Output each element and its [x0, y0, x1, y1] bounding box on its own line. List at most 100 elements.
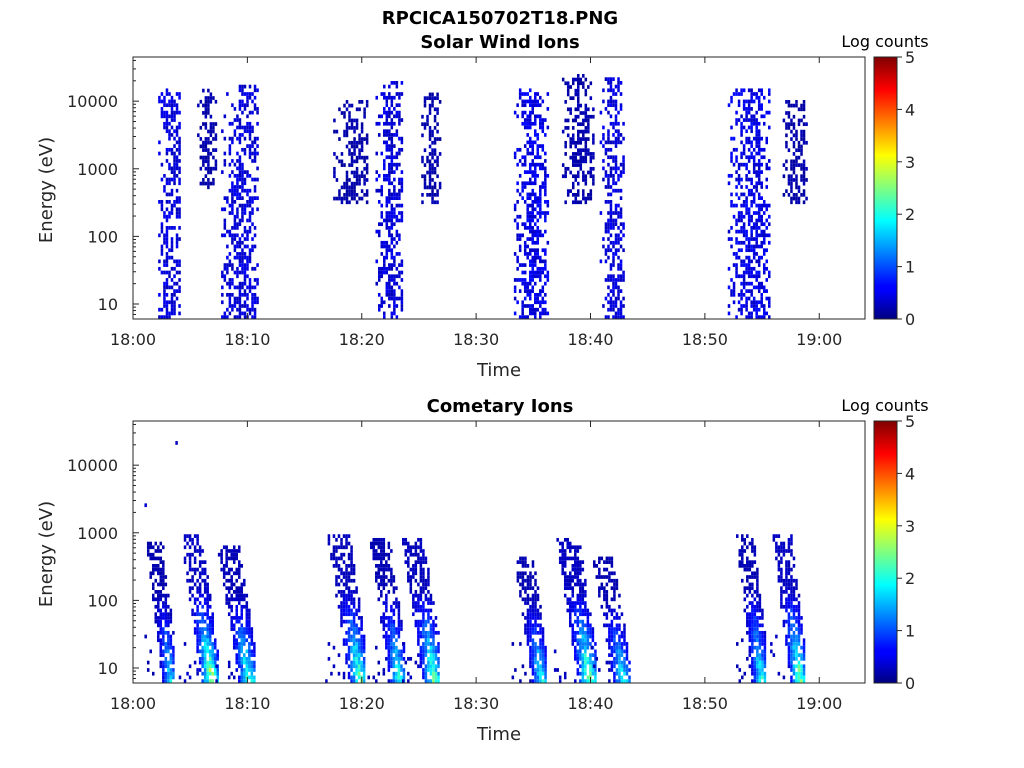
- heatmap-cell: [424, 649, 428, 654]
- heatmap-cell: [398, 218, 401, 223]
- heatmap-cell: [594, 653, 597, 657]
- heatmap-cell: [742, 259, 746, 264]
- heatmap-cell: [203, 645, 207, 650]
- heatmap-cell: [193, 560, 197, 564]
- heatmap-cell: [800, 178, 803, 182]
- heatmap-cell: [780, 590, 783, 594]
- heatmap-cell: [421, 200, 424, 205]
- heatmap-cell: [602, 166, 605, 171]
- heatmap-cell: [238, 125, 242, 130]
- heatmap-cell: [248, 653, 251, 657]
- heatmap-cell: [214, 166, 218, 171]
- heatmap-cell: [419, 564, 423, 568]
- heatmap-cell: [569, 140, 572, 145]
- heatmap-cell: [248, 642, 251, 646]
- heatmap-cell: [168, 166, 171, 171]
- heatmap-cell: [427, 649, 430, 654]
- heatmap-cell: [574, 163, 578, 167]
- heatmap-cell: [419, 619, 423, 624]
- heatmap-cell: [748, 627, 752, 631]
- heatmap-cell: [397, 634, 401, 639]
- heatmap-cell: [193, 660, 197, 665]
- heatmap-cell: [178, 140, 181, 145]
- heatmap-cell: [231, 170, 234, 174]
- heatmap-cell: [178, 289, 181, 293]
- heatmap-cell: [407, 564, 410, 568]
- heatmap-cell: [740, 304, 743, 308]
- heatmap-cell: [760, 136, 763, 141]
- heatmap-cell: [232, 590, 236, 594]
- heatmap-cell: [352, 612, 356, 617]
- heatmap-cell: [193, 549, 197, 553]
- heatmap-cell: [424, 560, 428, 564]
- heatmap-cell: [586, 638, 590, 643]
- heatmap-cell: [377, 274, 381, 279]
- heatmap-cell: [160, 315, 164, 319]
- heatmap-cell: [350, 590, 353, 594]
- heatmap-cell: [245, 675, 249, 680]
- heatmap-cell: [757, 315, 761, 319]
- heatmap-cell: [390, 151, 394, 156]
- heatmap-cell: [353, 159, 356, 164]
- heatmap-cell: [423, 185, 427, 190]
- heatmap-cell: [531, 653, 535, 657]
- heatmap-cell: [348, 118, 351, 123]
- heatmap-cell: [529, 645, 532, 650]
- heatmap-cell: [390, 315, 394, 319]
- heatmap-cell: [400, 185, 404, 189]
- heatmap-cell: [347, 578, 351, 583]
- heatmap-cell: [758, 664, 762, 669]
- heatmap-cell: [582, 155, 585, 160]
- heatmap-cell: [427, 612, 430, 617]
- heatmap-cell: [620, 660, 624, 665]
- heatmap-cell: [433, 137, 437, 141]
- heatmap-cell: [742, 151, 746, 156]
- heatmap-cell: [615, 612, 619, 617]
- heatmap-cell: [614, 237, 618, 241]
- heatmap-cell: [211, 627, 214, 631]
- heatmap-cell: [390, 103, 394, 108]
- heatmap-cell: [785, 189, 788, 193]
- heatmap-cell: [162, 627, 165, 631]
- heatmap-cell: [173, 307, 176, 312]
- heatmap-cell: [743, 608, 747, 613]
- heatmap-cell: [757, 226, 761, 230]
- heatmap-cell: [534, 207, 537, 212]
- heatmap-cell: [584, 634, 587, 639]
- heatmap-cell: [159, 642, 163, 646]
- heatmap-cell: [737, 214, 741, 219]
- heatmap-cell: [246, 244, 249, 249]
- heatmap-cell: [524, 597, 527, 602]
- heatmap-cell: [398, 233, 401, 238]
- heatmap-cell: [178, 237, 181, 241]
- heatmap-cell: [577, 73, 580, 78]
- heatmap-cell: [395, 281, 399, 286]
- heatmap-cell: [241, 240, 244, 245]
- heatmap-cell: [536, 248, 540, 253]
- heatmap-cell: [757, 289, 761, 293]
- heatmap-cell: [162, 564, 165, 568]
- heatmap-cell: [765, 218, 769, 223]
- heatmap-cell: [617, 289, 620, 293]
- heatmap-cell: [785, 582, 788, 587]
- heatmap-cell: [345, 619, 348, 624]
- heatmap-cell: [347, 649, 351, 654]
- heatmap-cell: [610, 619, 614, 624]
- heatmap-cell: [619, 266, 623, 271]
- heatmap-cell: [589, 159, 593, 164]
- heatmap-cell: [586, 627, 590, 631]
- heatmap-cell: [253, 660, 256, 665]
- heatmap-cell: [762, 311, 766, 316]
- heatmap-cell: [802, 166, 806, 171]
- heatmap-cell: [352, 638, 356, 643]
- heatmap-cell: [248, 121, 252, 126]
- heatmap-cell: [732, 252, 736, 256]
- heatmap-cell: [526, 125, 529, 130]
- heatmap-cell: [727, 237, 731, 241]
- heatmap-cell: [168, 177, 171, 182]
- heatmap-cell: [175, 233, 179, 238]
- heatmap-cell: [164, 601, 168, 605]
- heatmap-cell: [400, 296, 404, 301]
- heatmap-cell: [352, 604, 356, 609]
- heatmap-cell: [352, 630, 356, 635]
